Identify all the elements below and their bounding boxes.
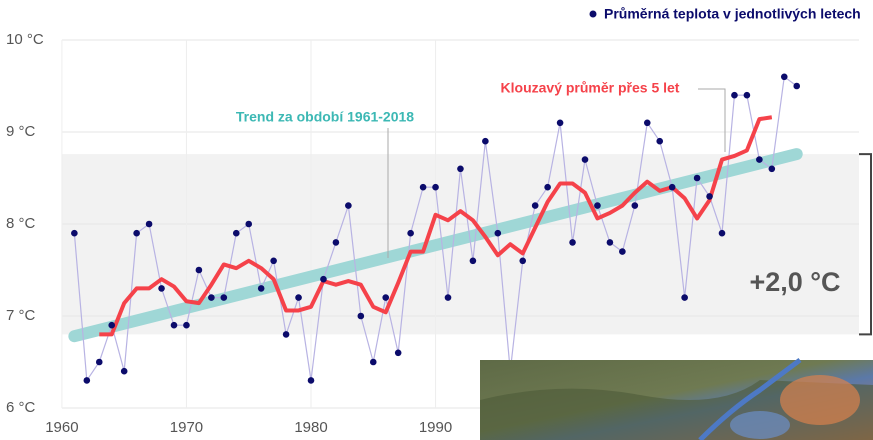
trend-label: Trend za období 1961-2018: [236, 109, 414, 125]
y-tick-label: 8 °C: [6, 215, 36, 232]
data-point: [96, 359, 103, 366]
data-point: [221, 294, 228, 301]
map-image: [480, 360, 873, 440]
x-tick-label: 1990: [419, 419, 452, 436]
legend-marker: [590, 11, 597, 18]
data-point: [71, 230, 78, 237]
band-bracket: [859, 154, 871, 334]
data-point: [395, 350, 402, 357]
legend-label: Průměrná teplota v jednotlivých letech: [604, 6, 861, 22]
data-point: [233, 230, 240, 237]
y-tick-label: 7 °C: [6, 307, 36, 324]
data-point: [669, 184, 676, 191]
data-point: [420, 184, 427, 191]
data-point: [532, 202, 539, 209]
data-point: [171, 322, 178, 329]
data-point: [681, 294, 688, 301]
data-point: [333, 239, 340, 246]
moving-average-leader: [698, 89, 725, 152]
band-label: +2,0 °C: [749, 267, 840, 297]
data-point: [793, 83, 800, 90]
data-point: [432, 184, 439, 191]
data-point: [146, 221, 153, 228]
y-tick-label: 6 °C: [6, 399, 36, 416]
data-point: [495, 230, 502, 237]
data-point: [84, 377, 91, 384]
data-point: [694, 175, 701, 182]
x-tick-label: 1970: [170, 419, 203, 436]
data-point: [108, 322, 115, 329]
y-tick-label: 9 °C: [6, 123, 36, 140]
data-point: [781, 74, 788, 81]
data-point: [769, 166, 776, 173]
data-point: [158, 285, 165, 292]
data-point: [644, 120, 651, 127]
data-point: [121, 368, 128, 375]
data-point: [470, 258, 477, 265]
data-point: [320, 276, 327, 283]
data-point: [445, 294, 452, 301]
data-point: [196, 267, 203, 274]
data-point: [756, 156, 763, 163]
chart: 6 °C 7 °C 8 °C 9 °C 10 °C 1960 1970 1980 1990 +2,…: [0, 0, 873, 440]
data-point: [619, 248, 626, 255]
data-point: [607, 239, 614, 246]
data-point: [656, 138, 663, 145]
data-point: [582, 156, 589, 163]
y-tick-label: 10 °C: [6, 31, 44, 48]
data-point: [632, 202, 639, 209]
data-point: [258, 285, 265, 292]
data-point: [208, 294, 215, 301]
data-point: [519, 258, 526, 265]
data-point: [482, 138, 489, 145]
data-point: [283, 331, 290, 338]
data-point: [370, 359, 377, 366]
data-point: [569, 239, 576, 246]
data-point: [345, 202, 352, 209]
data-point: [358, 313, 365, 320]
data-point: [245, 221, 252, 228]
data-point: [557, 120, 564, 127]
data-point: [544, 184, 551, 191]
data-point: [183, 322, 190, 329]
data-point: [457, 166, 464, 173]
data-point: [133, 230, 140, 237]
data-point: [706, 193, 713, 200]
data-point: [382, 294, 389, 301]
moving-average-label: Klouzavý průměr přes 5 let: [501, 80, 680, 96]
data-point: [594, 202, 601, 209]
data-point: [270, 258, 277, 265]
data-point: [407, 230, 414, 237]
data-point: [719, 230, 726, 237]
data-point: [308, 377, 315, 384]
data-point: [744, 92, 751, 99]
x-tick-label: 1960: [45, 419, 78, 436]
data-point: [731, 92, 738, 99]
x-tick-label: 1980: [294, 419, 327, 436]
data-point: [295, 294, 302, 301]
